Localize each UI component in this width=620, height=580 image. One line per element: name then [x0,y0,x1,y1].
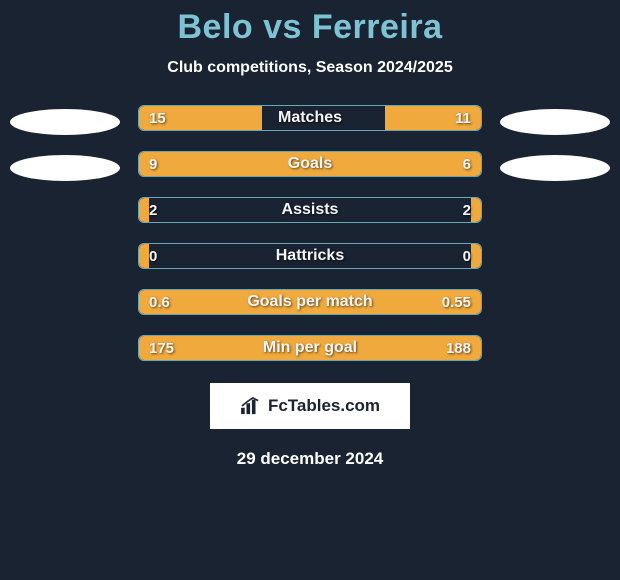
bar-value-left: 15 [149,106,166,130]
avatar-left-1 [10,109,120,135]
avatar-right-2 [500,155,610,181]
bar-value-right: 6 [463,152,471,176]
avatar-left-2 [10,155,120,181]
bar-value-right: 11 [455,106,471,130]
bar-label: Hattricks [139,244,481,268]
stats-card: Belo vs Ferreira Club competitions, Seas… [0,0,620,580]
bar-value-left: 175 [149,336,174,360]
bar-value-right: 2 [463,198,471,222]
stat-bar-matches: 1511Matches [138,105,482,131]
page-title: Belo vs Ferreira [177,8,442,47]
chart-icon [240,397,262,415]
bar-fill-left [139,152,344,176]
bar-value-left: 0.6 [149,290,170,314]
page-subtitle: Club competitions, Season 2024/2025 [167,59,452,77]
stat-bar-hattricks: 0 0Hattricks [138,243,482,269]
bar-fill-right [471,244,481,268]
bars-column: 1511Matches96Goals22Assists00Hattricks0.… [138,105,482,361]
bar-fill-right [471,198,481,222]
bar-fill-right [344,152,481,176]
bar-value-left: 2 [149,198,157,222]
avatar-right-1 [500,109,610,135]
bar-value-right: 0.55 [442,290,471,314]
stats-area: 1511Matches96Goals22Assists00Hattricks0.… [0,105,620,361]
stat-bar-assists: 2 2Assists [138,197,482,223]
stat-bar-goals-per-match: 0.60.55Goals per match [138,289,482,315]
date-line: 29 december 2024 [237,449,384,469]
bar-value-right: 0 [463,244,471,268]
bar-value-right: 188 [446,336,471,360]
logo-badge: FcTables.com [210,383,410,429]
stat-bar-min-per-goal: 175188Min per goal [138,335,482,361]
bar-label: Assists [139,198,481,222]
bar-fill-left [139,244,149,268]
logo-text: FcTables.com [268,396,380,416]
bar-fill-left [139,198,149,222]
avatar-col-left [10,105,120,181]
bar-value-left: 0 [149,244,157,268]
stat-bar-goals: 96Goals [138,151,482,177]
avatar-col-right [500,105,610,181]
bar-value-left: 9 [149,152,157,176]
